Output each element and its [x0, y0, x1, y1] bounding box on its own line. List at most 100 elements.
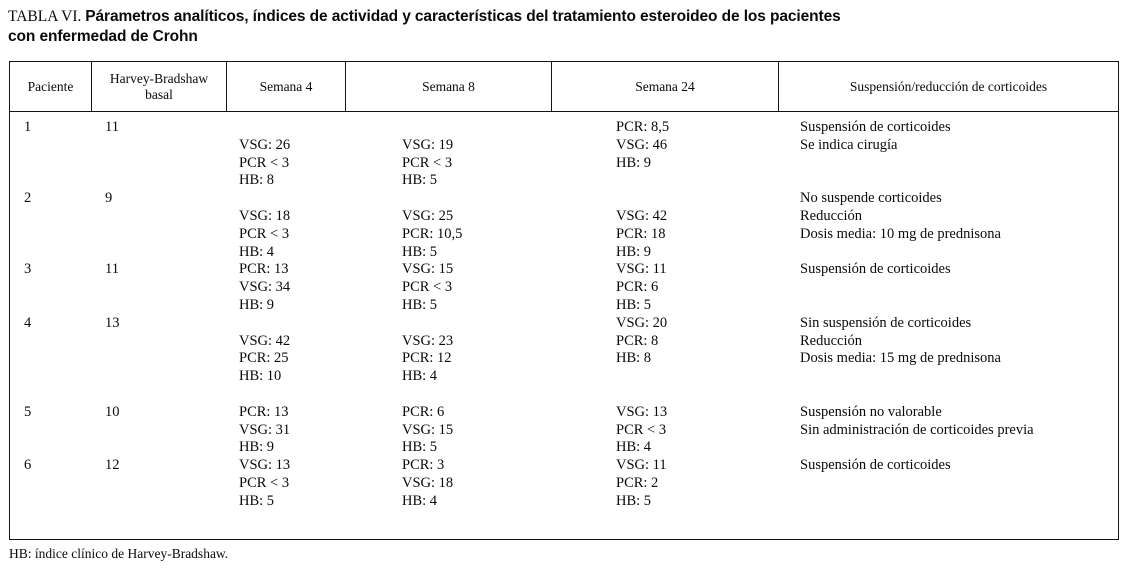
cell-line: Suspensión de corticoides	[800, 119, 951, 135]
cell-line: HB: 8	[616, 350, 652, 367]
cell-basal: 13	[92, 315, 227, 386]
cell-paciente: 3	[10, 261, 92, 314]
cell-semana8: VSG: 15 PCR < 3 HB: 5	[346, 261, 552, 314]
cell-line: HB: 5	[239, 492, 275, 509]
cell-line: PCR < 3	[239, 225, 290, 242]
cell-line: VSG: 11	[616, 261, 667, 278]
cell-line: HB: 9	[239, 439, 275, 456]
cell-line	[800, 244, 1118, 262]
cell-suspension: Sin suspensión de corticoides Reducción Do…	[779, 315, 1118, 386]
basal-value: 10	[105, 403, 120, 420]
cell-line	[616, 368, 779, 386]
cell-line: PCR: 18	[616, 225, 666, 242]
table-number-label: TABLA VI.	[8, 8, 82, 25]
cell-line: VSG: 18	[239, 207, 291, 224]
patient-row: 2 9 VSG: 18 PCR < 3 HB: 4 VSG: 25 PCR: 10,5 HB:…	[10, 190, 1118, 261]
cell-semana4: PCR: 13 VSG: 31 HB: 9	[227, 404, 346, 457]
cell-line: VSG: 31	[239, 421, 291, 438]
cell-line: PCR: 8	[616, 332, 659, 349]
cell-paciente: 5	[10, 404, 92, 457]
cell-suspension: Suspensión de corticoides	[779, 261, 1118, 314]
patient-number: 3	[24, 261, 32, 278]
cell-line: Suspensión de corticoides	[800, 457, 951, 474]
cell-line	[800, 172, 1118, 190]
cell-line: PCR < 3	[239, 154, 290, 171]
cell-semana24: VSG: 11 PCR: 2 HB: 5	[552, 457, 779, 510]
cell-line: Dosis media: 10 mg de prednisona	[800, 225, 1001, 242]
cell-line	[800, 297, 1118, 315]
cell-semana24: VSG: 11 PCR: 6 HB: 5	[552, 261, 779, 314]
cell-line: HB: 4	[402, 368, 438, 385]
cell-line: HB: 5	[402, 439, 438, 456]
cell-line: VSG: 18	[402, 474, 454, 491]
basal-value: 9	[105, 190, 113, 207]
cell-semana4: VSG: 18 PCR < 3 HB: 4	[227, 190, 346, 261]
cell-basal: 11	[92, 119, 227, 190]
data-table: Paciente Harvey-Bradshaw basal Semana 4 …	[9, 61, 1119, 540]
cell-line	[239, 190, 346, 208]
cell-line	[402, 119, 552, 137]
cell-line	[402, 315, 552, 333]
cell-line	[800, 279, 1118, 297]
cell-line: HB: 8	[239, 172, 275, 189]
cell-line: HB: 5	[616, 296, 652, 313]
patient-row: 3 11 PCR: 13 VSG: 34 HB: 9 VSG: 15 PCR < 3 HB: …	[10, 261, 1118, 314]
patient-number: 5	[24, 403, 32, 420]
cell-line: Se indica cirugía	[800, 136, 898, 153]
cell-paciente: 6	[10, 457, 92, 510]
cell-line: PCR: 13	[239, 261, 289, 278]
basal-value: 11	[105, 261, 119, 278]
cell-paciente: 2	[10, 190, 92, 261]
patient-row: 5 10 PCR: 13 VSG: 31 HB: 9 PCR: 6 VSG: 15 HB: 5…	[10, 404, 1118, 457]
cell-line: Sin administración de corticoides previa	[800, 421, 1034, 438]
table-title: TABLA VI. Párametros analíticos, índices…	[8, 7, 1118, 46]
cell-line: Reducción	[800, 332, 863, 349]
cell-basal: 11	[92, 261, 227, 314]
row-gap	[10, 386, 1118, 404]
cell-line	[800, 368, 1118, 386]
cell-semana4: PCR: 13 VSG: 34 HB: 9	[227, 261, 346, 314]
cell-semana8: VSG: 25 PCR: 10,5 HB: 5	[346, 190, 552, 261]
cell-semana4: VSG: 42 PCR: 25 HB: 10	[227, 315, 346, 386]
cell-semana8: PCR: 3 VSG: 18 HB: 4	[346, 457, 552, 510]
cell-line: VSG: 13	[616, 403, 668, 420]
cell-basal: 10	[92, 404, 227, 457]
cell-line	[402, 190, 552, 208]
cell-line: Dosis media: 15 mg de prednisona	[800, 350, 1001, 367]
cell-line: HB: 5	[616, 492, 652, 509]
cell-line: PCR: 12	[402, 350, 452, 367]
cell-suspension: Suspensión no valorable Sin administració…	[779, 404, 1118, 457]
cell-line: VSG: 11	[616, 457, 667, 474]
column-header-suspension: Suspensión/reducción de corticoides	[849, 78, 1048, 94]
table-header-row: Paciente Harvey-Bradshaw basal Semana 4 …	[10, 62, 1118, 112]
cell-semana8: PCR: 6 VSG: 15 HB: 5	[346, 404, 552, 457]
cell-semana8: VSG: 19 PCR < 3 HB: 5	[346, 119, 552, 190]
cell-line: VSG: 26	[239, 136, 291, 153]
cell-suspension: No suspende corticoides Reducción Dosis me…	[779, 190, 1118, 261]
cell-line: VSG: 42	[616, 207, 668, 224]
cell-suspension: Suspensión de corticoides	[779, 457, 1118, 510]
cell-line: VSG: 42	[239, 332, 291, 349]
cell-line: PCR: 6	[616, 279, 659, 296]
patient-number: 2	[24, 190, 32, 207]
column-header-semana24: Semana 24	[552, 62, 779, 111]
cell-basal: 9	[92, 190, 227, 261]
patient-row: 1 11 VSG: 26 PCR < 3 HB: 8 VSG: 19 PCR < 3 HB: …	[10, 119, 1118, 190]
patient-number: 4	[24, 314, 32, 331]
table-title-line2: con enfermedad de Crohn	[8, 27, 198, 45]
cell-line: HB: 4	[402, 492, 438, 509]
cell-line: Reducción	[800, 207, 863, 224]
cell-line	[800, 475, 1118, 493]
cell-semana24: VSG: 20 PCR: 8 HB: 8	[552, 315, 779, 386]
cell-line: HB: 5	[402, 243, 438, 260]
cell-line: HB: 10	[239, 368, 282, 385]
table-title-text: Párametros analíticos, índices de activi…	[85, 8, 841, 25]
cell-line	[800, 439, 1118, 457]
cell-line: PCR: 6	[402, 403, 445, 420]
cell-semana24: PCR: 8,5 VSG: 46 HB: 9	[552, 119, 779, 190]
cell-line: VSG: 15	[402, 421, 454, 438]
cell-semana4: VSG: 26 PCR < 3 HB: 8	[227, 119, 346, 190]
cell-line: PCR: 3	[402, 457, 445, 474]
cell-paciente: 4	[10, 315, 92, 386]
basal-value: 13	[105, 314, 120, 331]
